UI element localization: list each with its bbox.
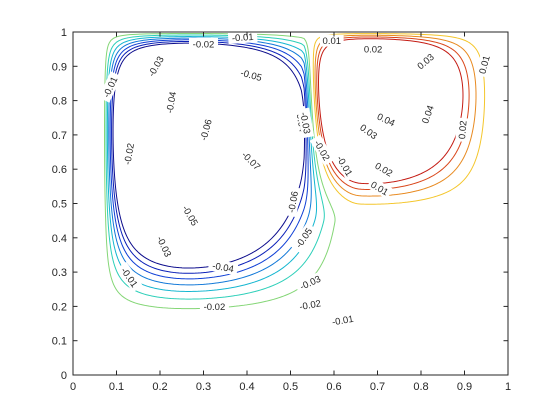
contour-label-group: 0.01 (320, 34, 344, 47)
contour-label-group: -0.02 (199, 300, 229, 313)
contour-label-group: -0.05 (235, 65, 267, 85)
x-tick-label: 0.2 (152, 381, 167, 393)
x-tick-label: 1 (505, 381, 511, 393)
contour-label-mask (196, 114, 216, 146)
contour-label-group: -0.01 (227, 30, 258, 45)
contour-label: -0.02 (193, 40, 215, 51)
contour-label: -0.04 (165, 91, 180, 114)
y-tick-label: 0.5 (52, 199, 67, 211)
contour-label-mask (236, 146, 266, 176)
contour-label-mask (361, 43, 385, 56)
x-axis-ticks: 0 0.1 0.2 0.3 0.4 0.5 0.6 0.7 0.8 0.9 1 (70, 32, 511, 393)
contour-label-mask (227, 30, 258, 45)
contour-label-mask (366, 177, 393, 200)
contour-label: -0.01 (331, 314, 354, 329)
contour-label-group: 0.01 (475, 51, 493, 78)
contour-label-group: -0.02 (294, 296, 326, 314)
contour-label-group: -0.03 (297, 107, 315, 139)
x-tick-label: 0.1 (109, 381, 124, 393)
contour-label-mask (290, 222, 317, 254)
contour-label: -0.06 (199, 118, 215, 142)
contour-label-mask (332, 150, 358, 182)
y-tick-label: 0.4 (52, 233, 67, 245)
y-tick-label: 0.1 (52, 336, 67, 348)
x-tick-label: 0.6 (326, 381, 341, 393)
contour-label-mask (120, 138, 138, 170)
x-tick-label: 0.3 (196, 381, 211, 393)
contour-label: 0.02 (457, 120, 470, 139)
contour-label-mask (152, 230, 176, 263)
contour-label-mask (143, 50, 169, 82)
contour-label: -0.06 (286, 190, 301, 213)
x-tick-label: 0.7 (370, 381, 385, 393)
y-tick-label: 0.9 (52, 61, 67, 73)
contour-label-group: -0.06 (196, 114, 216, 146)
contour-label-mask (284, 186, 302, 218)
contour-label-mask (177, 199, 203, 232)
contour-label-mask (475, 51, 493, 78)
x-tick-label: 0.8 (413, 381, 428, 393)
x-tick-label: 0.4 (239, 381, 254, 393)
contour-label-group: -0.04 (207, 258, 239, 276)
contour-label-mask (297, 107, 315, 139)
contour-label-mask (98, 71, 122, 103)
contour-label-mask (116, 261, 143, 293)
x-tick-label: 0.9 (457, 381, 472, 393)
y-axis-ticks: 0 0.1 0.2 0.3 0.4 0.5 0.6 0.7 0.8 0.9 1 (52, 27, 508, 382)
contour-label: -0.02 (299, 298, 322, 313)
contour-label-group: -0.02 (189, 38, 218, 51)
y-tick-label: 1 (61, 27, 67, 39)
x-tick-label: 0.5 (283, 381, 298, 393)
contour-label-mask (199, 300, 229, 313)
contour-label: -0.04 (211, 261, 234, 276)
contour-label: -0.02 (204, 302, 226, 313)
contour-label-mask (370, 158, 398, 181)
contour-label: -0.05 (239, 68, 263, 84)
contour-label-mask (455, 117, 470, 143)
contour-label-mask (189, 38, 218, 50)
contour-label-group: -0.06 (284, 186, 302, 218)
contour-label-mask (162, 86, 180, 118)
contour-label-mask (327, 311, 359, 329)
y-tick-label: 0 (61, 370, 67, 382)
contour-label: 0.02 (364, 45, 383, 56)
contour-label-mask (372, 109, 400, 130)
x-tick-label: 0 (70, 381, 76, 393)
y-tick-label: 0.7 (52, 130, 67, 142)
y-tick-label: 0.6 (52, 164, 67, 176)
contour-label: -0.02 (122, 142, 137, 165)
y-tick-label: 0.3 (52, 267, 67, 279)
contour-label-mask (235, 65, 267, 85)
contour-label: 0.01 (323, 36, 342, 47)
contour-label-mask (320, 34, 344, 47)
y-tick-label: 0.2 (52, 301, 67, 313)
contour-label: -0.03 (297, 111, 312, 134)
contour-line-0p04 (318, 38, 464, 185)
y-tick-label: 0.8 (52, 96, 67, 108)
contour-label-mask (294, 296, 326, 314)
contour-line-0p02 (314, 34, 477, 197)
contour-label: -0.01 (232, 32, 254, 44)
contour-label-mask (294, 270, 326, 294)
contour-label-mask (417, 101, 438, 128)
contour-label-group: 0.02 (361, 43, 385, 56)
contour-label-group: -0.04 (162, 86, 180, 118)
contour-label-group: -0.02 (120, 138, 138, 170)
contour-label-group: 0.02 (455, 117, 470, 143)
contour-label-mask (412, 49, 439, 74)
contour-label: 0.01 (477, 55, 492, 76)
contour-label-mask (207, 258, 239, 276)
contour-label-mask (355, 119, 382, 144)
contour-label-group: -0.01 (327, 311, 359, 329)
contour-label-mask (309, 134, 335, 166)
